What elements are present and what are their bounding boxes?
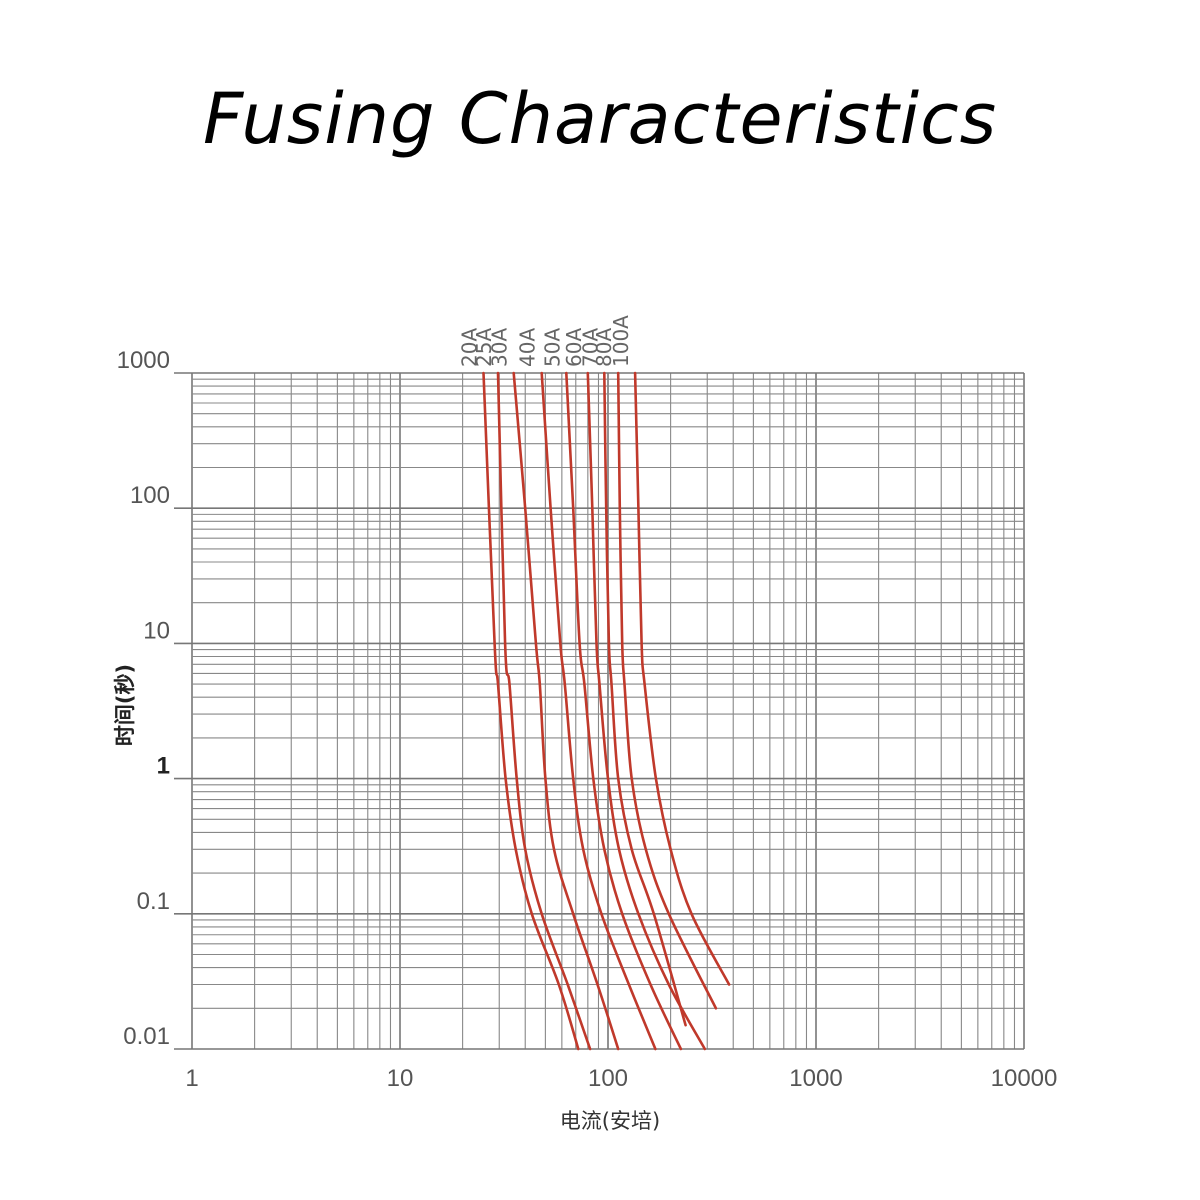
y-tick-label: 100 xyxy=(130,482,170,509)
series-label-40a: 40A xyxy=(516,328,540,367)
y-tick-label: 10 xyxy=(143,617,170,644)
y-tick-label: 0.01 xyxy=(123,1023,170,1050)
tick-labels: 1 10 100 1000 10000 0.01 0.1 1 10 100 1000 xyxy=(117,347,1058,1092)
curve-25a xyxy=(496,371,592,1051)
x-axis-label: 电流(安培) xyxy=(560,1109,660,1133)
x-tick-label: 1000 xyxy=(789,1065,842,1092)
y-tick-label: 0.1 xyxy=(137,888,170,915)
series-label-80a: 80A xyxy=(592,328,616,367)
x-tick-label: 100 xyxy=(588,1065,628,1092)
y-tick-label: 1 xyxy=(157,753,170,780)
series-label-100a: 100A xyxy=(609,315,633,367)
series-label-50a: 50A xyxy=(540,328,564,367)
curve-80a xyxy=(616,371,718,1010)
curve-60a xyxy=(586,371,707,1051)
curve-100a xyxy=(633,371,731,986)
fuse-curves xyxy=(482,371,731,1051)
series-label-25a: 25A xyxy=(472,328,496,367)
page-title: Fusing Characteristics xyxy=(202,78,998,160)
x-tick-label: 10000 xyxy=(991,1065,1058,1092)
curve-70a xyxy=(603,371,687,1027)
y-tick-label: 1000 xyxy=(117,347,170,374)
chart-grid xyxy=(174,372,1025,1050)
series-label-60a: 60A xyxy=(562,328,586,367)
series-label-30a: 30A xyxy=(488,328,512,367)
curve-30a xyxy=(512,371,620,1051)
curve-40a xyxy=(540,371,657,1051)
x-tick-label: 10 xyxy=(387,1065,414,1092)
y-axis-label: 时间(秒) xyxy=(113,664,137,746)
curve-20a xyxy=(482,371,580,1051)
series-label-70a: 70A xyxy=(578,328,602,367)
curve-50a xyxy=(565,371,683,1051)
x-tick-label: 1 xyxy=(185,1065,198,1092)
series-label-20a: 20A xyxy=(458,328,482,367)
